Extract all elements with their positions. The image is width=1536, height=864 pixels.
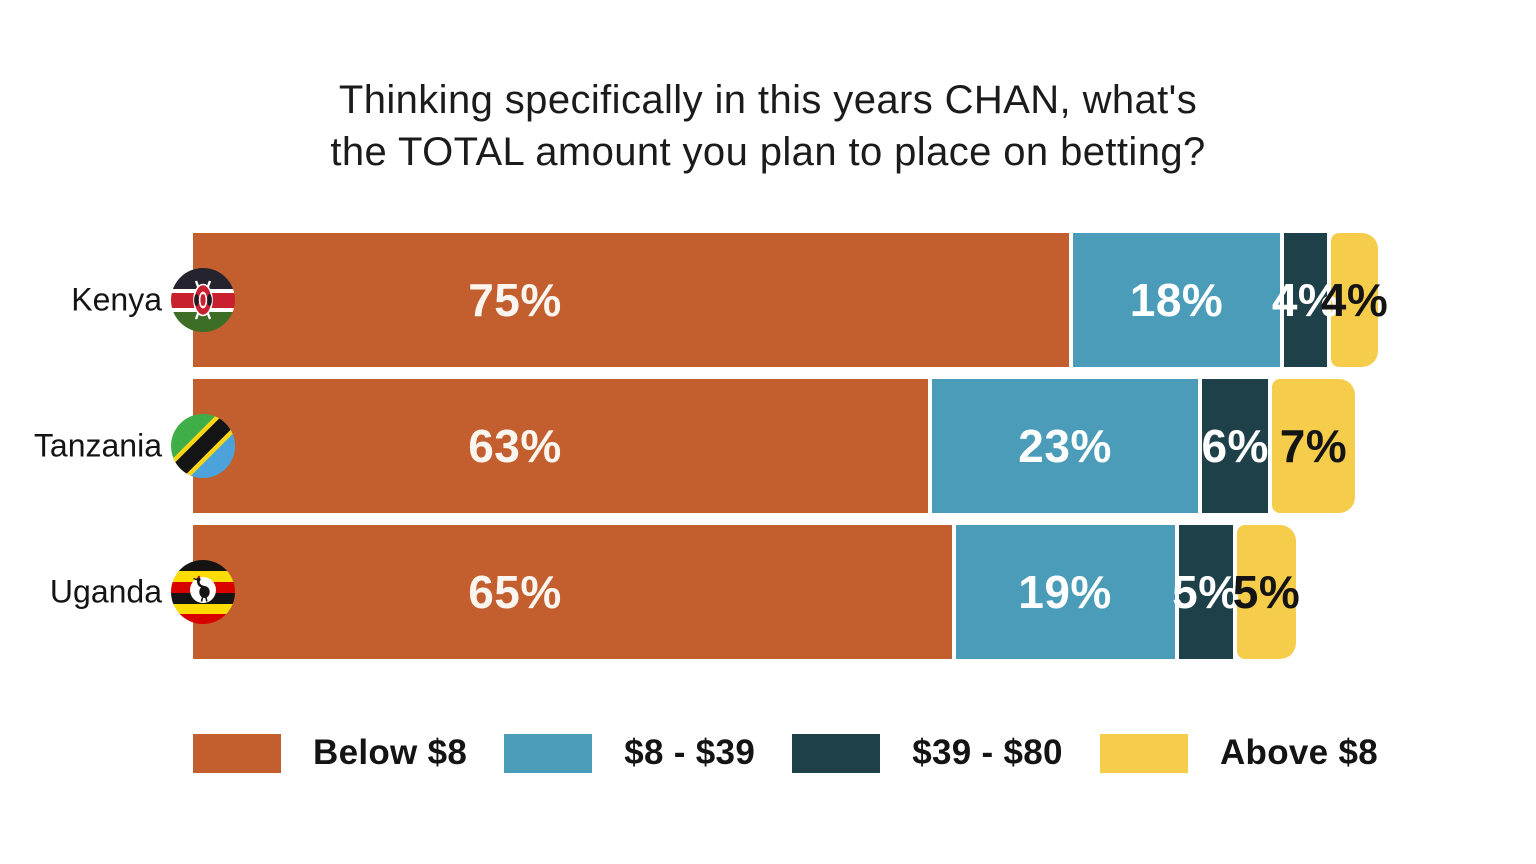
segment-kenya-1: 75% bbox=[193, 233, 1073, 367]
uganda-flag-icon bbox=[171, 560, 235, 624]
bar-row-tanzania: Tanzania 63% 23% 6% 7% bbox=[34, 379, 1378, 513]
segment-value-label: 5% bbox=[1232, 566, 1301, 618]
segment-kenya-4: 4% bbox=[1321, 233, 1388, 367]
segment-value-label: 5% bbox=[1172, 566, 1240, 618]
segment-uganda-3: 5% bbox=[1172, 525, 1239, 659]
legend-item-1: Below $8 bbox=[193, 733, 467, 773]
segment-tanzania-1: 63% bbox=[193, 379, 933, 513]
segment-kenya-2: 18% bbox=[1072, 233, 1285, 367]
legend-swatch bbox=[504, 733, 593, 773]
tanzania-flag-icon bbox=[171, 414, 235, 478]
legend-swatch bbox=[792, 733, 881, 773]
chart-title: Thinking specifically in this years CHAN… bbox=[0, 74, 1536, 178]
legend-item-2: $8 - $39 bbox=[504, 733, 755, 773]
legend-label: $39 - $80 bbox=[912, 733, 1063, 772]
segment-tanzania-3: 6% bbox=[1201, 379, 1273, 513]
legend: Below $8 $8 - $39 $39 - $80 Above $8 bbox=[193, 733, 1378, 773]
legend-swatch bbox=[1099, 733, 1188, 773]
legend-label: $8 - $39 bbox=[624, 733, 756, 772]
legend-item-4: Above $8 bbox=[1099, 733, 1378, 773]
segment-tanzania-4: 7% bbox=[1272, 379, 1355, 513]
segment-value-label: 63% bbox=[468, 420, 562, 472]
country-label-tanzania: Tanzania bbox=[33, 427, 162, 464]
legend-label: Below $8 bbox=[313, 733, 468, 772]
segment-value-label: 75% bbox=[468, 274, 562, 326]
segment-value-label: 7% bbox=[1279, 420, 1348, 472]
country-label-kenya: Kenya bbox=[71, 281, 162, 318]
country-label-uganda: Uganda bbox=[49, 573, 162, 610]
chart-title-line-1: Thinking specifically in this years CHAN… bbox=[338, 78, 1198, 122]
segment-value-label: 6% bbox=[1201, 420, 1269, 472]
chart-title-line-2: the TOTAL amount you plan to place on be… bbox=[330, 130, 1206, 174]
legend-label: Above $8 bbox=[1219, 733, 1378, 772]
segment-value-label: 65% bbox=[468, 566, 562, 618]
segment-value-label: 23% bbox=[1018, 420, 1112, 472]
segment-uganda-2: 19% bbox=[955, 525, 1179, 659]
kenya-flag-icon bbox=[171, 268, 235, 332]
bar-row-uganda: Uganda 65% 19% 5% 5% bbox=[50, 525, 1378, 659]
segment-value-label: 4% bbox=[1271, 274, 1340, 326]
legend-item-3: $39 - $80 bbox=[792, 733, 1063, 773]
bar-row-kenya: Kenya 75% 18% 4% 4% bbox=[71, 233, 1388, 367]
segment-value-label: 4% bbox=[1320, 274, 1389, 326]
segment-value-label: 19% bbox=[1018, 566, 1112, 618]
segment-kenya-3: 4% bbox=[1272, 233, 1339, 367]
segment-uganda-4: 5% bbox=[1233, 525, 1300, 659]
segment-tanzania-2: 23% bbox=[932, 379, 1202, 513]
stacked-bar-chart: Kenya 75% 18% 4% 4% Tanzania 63% 23% 6% 7% Uganda 6… bbox=[34, 233, 1388, 671]
legend-swatch bbox=[193, 733, 281, 773]
segment-value-label: 18% bbox=[1129, 274, 1224, 326]
segment-uganda-1: 65% bbox=[193, 525, 956, 659]
